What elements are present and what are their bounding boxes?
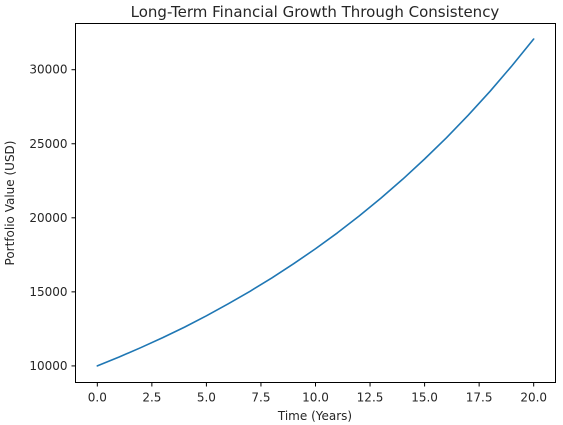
y-tick-label: 25000 (29, 137, 67, 151)
chart-title: Long-Term Financial Growth Through Consi… (131, 3, 500, 21)
x-tick-label: 17.5 (466, 391, 493, 405)
series-line-0 (96, 38, 535, 367)
x-tick-label: 15.0 (411, 391, 438, 405)
y-tick-label: 20000 (29, 211, 67, 225)
series-layer (96, 38, 535, 367)
y-tick-label: 15000 (29, 285, 67, 299)
x-tick-label: 12.5 (357, 391, 384, 405)
x-tick-label: 5.0 (197, 391, 216, 405)
y-axis: 10000 15000 20000 25000 30000 (29, 63, 76, 373)
plot-frame (75, 23, 556, 383)
x-axis: 0.0 2.5 5.0 7.5 10.0 12.5 15.0 17.5 20.0 (88, 382, 547, 405)
x-tick-label: 2.5 (142, 391, 161, 405)
x-tick-label: 0.0 (88, 391, 107, 405)
y-tick-label: 10000 (29, 359, 67, 373)
x-axis-label: Time (Years) (277, 409, 352, 423)
y-tick-label: 30000 (29, 63, 67, 77)
y-axis-label: Portfolio Value (USD) (3, 141, 17, 266)
x-tick-label: 20.0 (520, 391, 547, 405)
x-tick-label: 7.5 (251, 391, 270, 405)
x-tick-label: 10.0 (302, 391, 329, 405)
